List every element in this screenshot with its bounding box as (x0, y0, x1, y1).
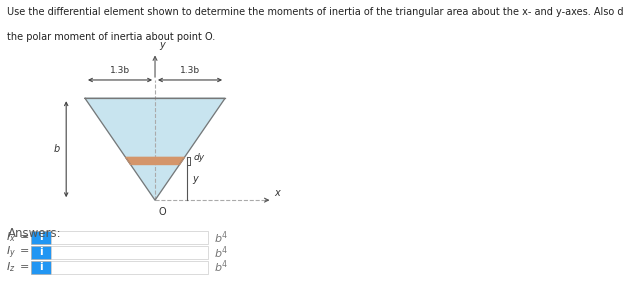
Text: x: x (275, 188, 280, 198)
Text: $I_{y}$ $=$: $I_{y}$ $=$ (6, 244, 31, 261)
Text: Use the differential element shown to determine the moments of inertia of the tr: Use the differential element shown to de… (7, 7, 624, 17)
Text: i: i (39, 232, 42, 242)
Bar (51, 246, 208, 259)
Text: $b^4$: $b^4$ (214, 244, 228, 261)
Text: the polar moment of inertia about point O.: the polar moment of inertia about point … (7, 32, 216, 42)
Text: i: i (39, 262, 42, 272)
Polygon shape (125, 157, 185, 164)
Text: $I_{x}$ $=$: $I_{x}$ $=$ (6, 231, 31, 244)
Text: y: y (192, 174, 198, 184)
Text: $b^4$: $b^4$ (214, 229, 228, 246)
Text: dy: dy (193, 153, 205, 162)
Text: b: b (54, 144, 60, 154)
Text: O: O (158, 207, 166, 217)
Polygon shape (85, 98, 225, 200)
Text: 1.3b: 1.3b (180, 66, 200, 75)
Text: y: y (158, 40, 165, 50)
Text: Answers:: Answers: (7, 227, 61, 240)
Text: i: i (39, 247, 42, 257)
Bar (31, 246, 51, 259)
Text: 1.3b: 1.3b (110, 66, 130, 75)
Bar (31, 261, 51, 274)
Bar (51, 231, 208, 244)
Text: $b^4$: $b^4$ (214, 259, 228, 275)
Bar (31, 231, 51, 244)
Bar (51, 261, 208, 274)
Text: $I_{z}$ $=$: $I_{z}$ $=$ (6, 260, 30, 274)
